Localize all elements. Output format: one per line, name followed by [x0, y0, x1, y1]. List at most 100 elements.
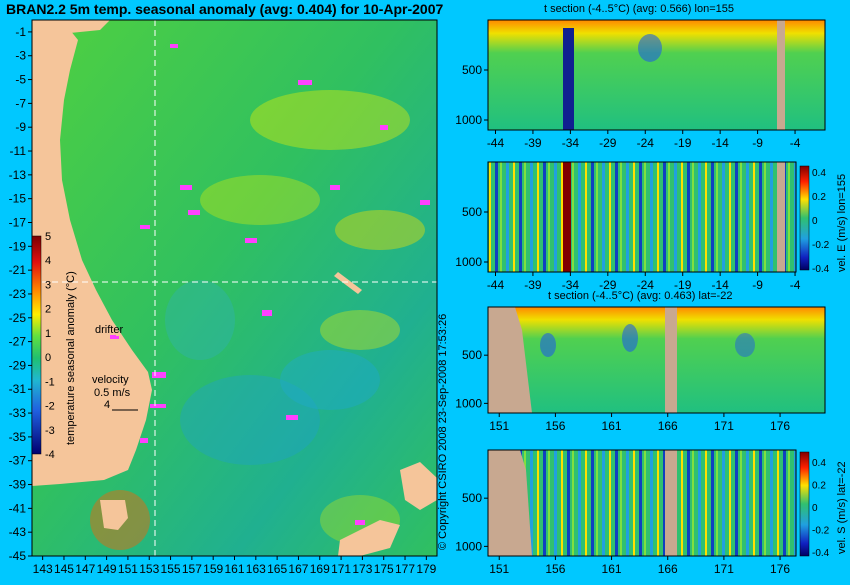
section-xtick-label: 161 [602, 562, 622, 576]
section-xtick-label: 156 [545, 562, 565, 576]
section-ytick-label: 500 [462, 205, 482, 219]
section-xtick-label: -29 [599, 136, 617, 150]
land-new-zealand [400, 462, 437, 510]
map-ytick-label: -1 [15, 25, 26, 39]
section-ytick-label: 1000 [455, 255, 482, 269]
map-ytick-label: -33 [9, 406, 27, 420]
velocity-speed2-label: 4 [104, 399, 110, 411]
section-vel-s-ridge [665, 450, 677, 556]
section-temp-lon-land [777, 20, 785, 130]
temp-colorbar-tick: 4 [45, 255, 51, 267]
section-temp-lon-eddy [638, 34, 662, 62]
section-xtick-label: -44 [487, 278, 505, 292]
section-xtick-label: 166 [658, 419, 678, 433]
section-vel-s-axes: 151 156 161 166 171 176 500 1000 [455, 491, 790, 576]
map-xtick-label: 143 [33, 562, 53, 576]
map-ytick-label: -15 [9, 192, 27, 206]
map-ytick-label: -13 [9, 168, 27, 182]
section-ytick-label: 1000 [455, 113, 482, 127]
vel-colorbar-tick: 0.2 [812, 481, 826, 492]
velocity-label: velocity [92, 374, 129, 386]
section-xtick-label: -4 [790, 136, 801, 150]
section-vel-e-jet [563, 162, 571, 272]
map-ytick-label: -23 [9, 287, 27, 301]
map-ytick-label: -21 [9, 263, 27, 277]
section-xtick-label: -44 [487, 136, 505, 150]
section-xtick-label: -14 [711, 278, 729, 292]
section-xtick-label: -34 [562, 278, 580, 292]
section-xtick-label: -4 [790, 278, 801, 292]
map-ytick-label: -11 [10, 144, 27, 158]
vel-colorbar-tick: -0.2 [812, 526, 830, 537]
section-xtick-label: 176 [770, 562, 790, 576]
vel-colorbar-tick: -0.2 [812, 240, 830, 251]
section-xtick-label: -19 [674, 136, 692, 150]
section-vel-s-panel: 151 156 161 166 171 176 500 1000 0.4 0.2 0 -0.2 -0.… [455, 449, 848, 576]
vel-s-colorbar-ticks: 0.4 0.2 0 -0.2 -0.4 [812, 458, 830, 559]
map-ytick-label: -7 [15, 96, 26, 110]
map-xtick-label: 145 [54, 562, 74, 576]
section-temp-lon-axes: -44 -39 -34 -29 -24 -19 -14 -9 -4 500 1000 [455, 63, 800, 150]
temp-colorbar-tick: 5 [45, 231, 51, 243]
map-ytick-label: -5 [15, 73, 26, 87]
temp-colorbar-label: temperature seasonal anomaly (°C) [65, 271, 77, 445]
section-xtick-label: 156 [545, 419, 565, 433]
map-texture [90, 90, 425, 550]
map-ytick-label: -17 [9, 215, 27, 229]
section-xtick-label: 166 [658, 562, 678, 576]
land-new-zealand-south [338, 520, 400, 556]
vel-colorbar-tick: -0.4 [812, 264, 830, 275]
vel-e-colorbar-ticks: 0.4 0.2 0 -0.2 -0.4 [812, 168, 830, 275]
section-xtick-label: 151 [489, 419, 509, 433]
section-xtick-label: 171 [714, 419, 734, 433]
map-xtick-label: 149 [97, 562, 117, 576]
map-panel: 143 145 147 149 151 153 155 157 159 161 163 165 167 1… [6, 1, 443, 576]
section-xtick-label: 176 [770, 419, 790, 433]
section-vel-s-field [488, 450, 796, 556]
map-ytick-label: -29 [9, 358, 27, 372]
section-temp-lat-eddy-1 [540, 333, 556, 357]
map-ytick-label: -9 [15, 120, 26, 134]
map-ytick-label: -27 [9, 335, 27, 349]
land-new-caledonia [334, 272, 362, 294]
temp-colorbar-ticks: 5 4 3 2 1 0 -1 -2 -3 -4 [45, 231, 55, 461]
section-vel-e-land [777, 162, 785, 272]
map-xtick-label: 153 [139, 562, 159, 576]
temp-colorbar-tick: -4 [45, 449, 55, 461]
vel-s-colorbar [799, 451, 810, 557]
temp-colorbar-tick: -1 [45, 376, 55, 388]
section-xtick-label: 171 [714, 562, 734, 576]
section-temp-lon-panel: t section (-4..5°C) (avg: 0.566) lon=155… [455, 3, 826, 150]
section-ytick-label: 500 [462, 491, 482, 505]
section-xtick-label: -24 [637, 136, 655, 150]
vel-colorbar-tick: 0 [812, 216, 818, 227]
temp-colorbar-tick: -2 [45, 401, 55, 413]
section-xtick-label: -39 [524, 278, 542, 292]
section-vel-e-field [488, 162, 796, 272]
temp-colorbar-tick: -3 [45, 425, 55, 437]
section-temp-lon-cold-core [563, 28, 574, 130]
map-xtick-label: 163 [246, 562, 266, 576]
section-xtick-label: -19 [674, 278, 692, 292]
map-xtick-label: 159 [203, 562, 223, 576]
map-xtick-label: 147 [75, 562, 95, 576]
section-vel-s-frame [487, 449, 797, 557]
map-xtick-label: 151 [118, 562, 138, 576]
map-ytick-label: -39 [9, 478, 27, 492]
map-ytick-label: -43 [9, 525, 27, 539]
temp-colorbar-tick: 3 [45, 279, 51, 291]
section-vel-s-land [488, 450, 532, 556]
map-ytick-label: -45 [9, 549, 27, 563]
vel-e-colorbar-label: vel. E (m/s) lon=155 [836, 174, 848, 272]
section-ytick-label: 1000 [455, 539, 482, 553]
section-xtick-label: -9 [752, 136, 763, 150]
map-xtick-label: 155 [161, 562, 181, 576]
temp-colorbar-tick: 1 [45, 328, 51, 340]
map-xtick-label: 169 [310, 562, 330, 576]
section-xtick-label: -9 [752, 278, 763, 292]
vel-e-colorbar [799, 165, 810, 271]
map-ytick-label: -3 [15, 49, 26, 63]
section-temp-lat-panel: t section (-4..5°C) (avg: 0.463) lat=-22… [455, 290, 826, 433]
